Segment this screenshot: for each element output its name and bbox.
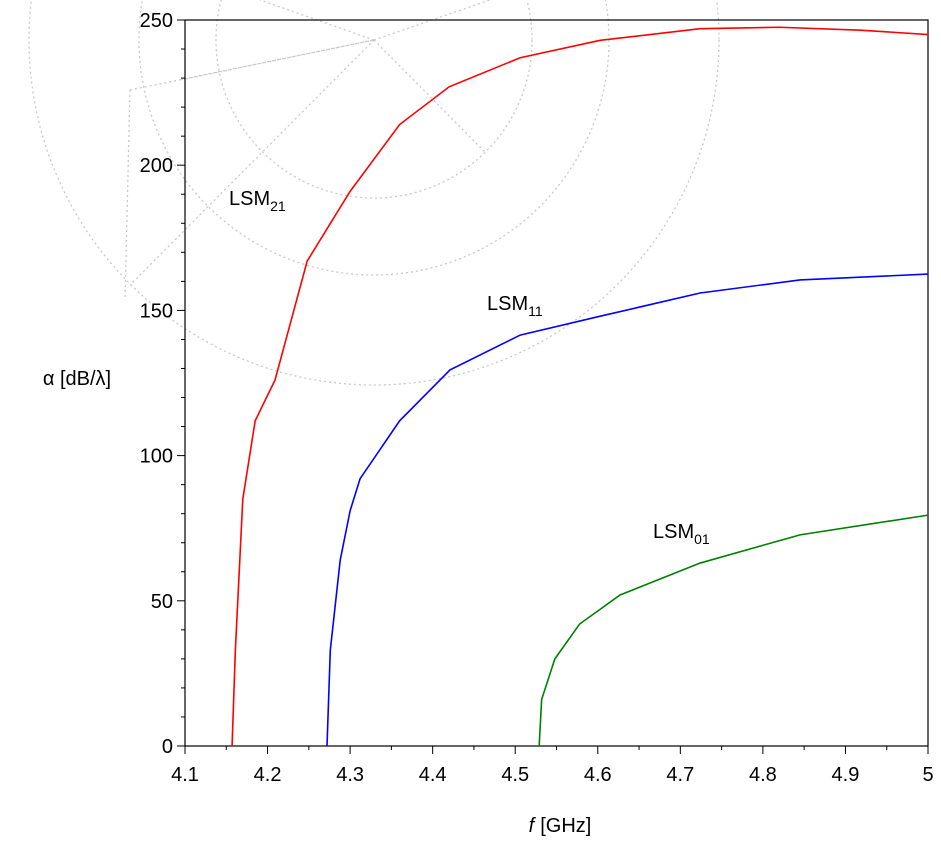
series-label-name: LSM bbox=[487, 293, 528, 315]
series-label-name: LSM bbox=[229, 188, 270, 210]
series-label-name: LSM bbox=[653, 521, 694, 543]
x-tick-label: 4.6 bbox=[584, 764, 612, 786]
series-label-subscript: 21 bbox=[270, 198, 286, 214]
y-tick-label: 100 bbox=[140, 446, 173, 468]
y-tick-label: 50 bbox=[151, 591, 173, 613]
x-tick-label: 4.5 bbox=[501, 764, 529, 786]
x-tick-label: 4.4 bbox=[419, 764, 447, 786]
x-tick-label: 4.7 bbox=[666, 764, 694, 786]
x-tick-label: 4.2 bbox=[254, 764, 282, 786]
plot-frame bbox=[184, 19, 929, 747]
y-tick-label: 200 bbox=[140, 155, 173, 177]
y-axis-label: α [dB/λ] bbox=[43, 368, 111, 390]
x-tick-label: 4.1 bbox=[171, 764, 199, 786]
series-line bbox=[326, 273, 929, 747]
series-label: LSM21 bbox=[229, 188, 286, 214]
x-tick-label: 5 bbox=[922, 764, 933, 786]
series-label: LSM11 bbox=[487, 293, 543, 319]
y-tick-label: 250 bbox=[140, 10, 173, 32]
x-tick-label: 4.3 bbox=[336, 764, 364, 786]
x-axis-label: f [GHz] bbox=[529, 815, 592, 837]
series-label-subscript: 01 bbox=[694, 531, 710, 547]
y-tick-label: 0 bbox=[162, 736, 173, 758]
x-axis-unit: [GHz] bbox=[540, 815, 591, 837]
series-line bbox=[538, 514, 929, 747]
series-label: LSM01 bbox=[653, 521, 710, 547]
x-tick-label: 4.9 bbox=[832, 764, 860, 786]
x-axis-var: f bbox=[529, 815, 537, 837]
x-tick-label: 4.8 bbox=[749, 764, 777, 786]
series-line bbox=[231, 26, 929, 747]
watermark bbox=[28, 0, 720, 386]
series-label-subscript: 11 bbox=[528, 303, 543, 319]
y-tick-label: 150 bbox=[140, 300, 173, 322]
